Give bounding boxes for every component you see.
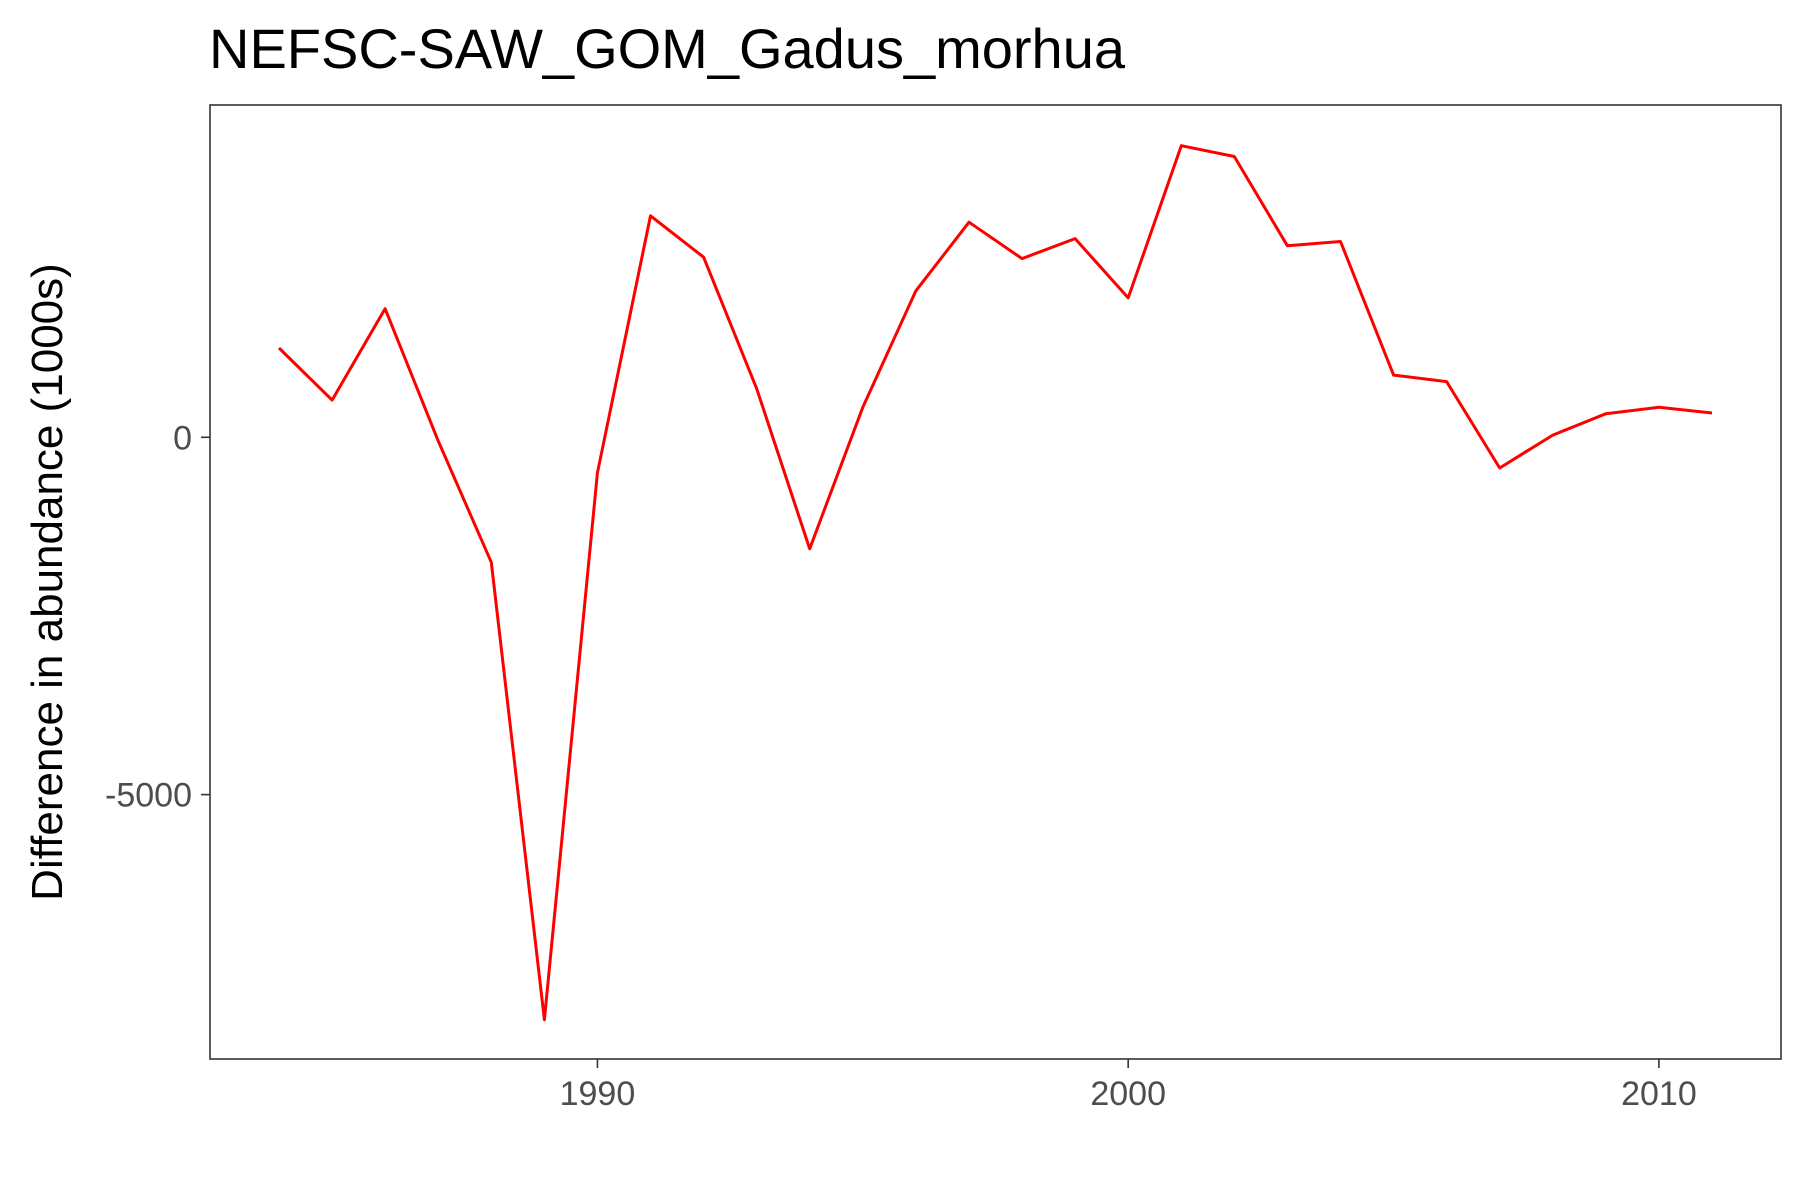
data-point — [1657, 406, 1660, 409]
data-point — [702, 256, 705, 259]
data-point — [808, 547, 811, 550]
data-point — [1339, 240, 1342, 243]
y-tick-label: 0 — [173, 419, 192, 457]
data-point — [1180, 144, 1183, 147]
y-tick-label: -5000 — [105, 777, 192, 815]
data-point — [384, 307, 387, 310]
data-point — [755, 387, 758, 390]
data-point — [331, 399, 334, 402]
data-point — [649, 214, 652, 217]
x-tick-label: 2000 — [1090, 1075, 1166, 1113]
series-layer — [277, 144, 1714, 1022]
data-point — [1445, 380, 1448, 383]
data-point — [1604, 412, 1607, 415]
data-point — [914, 289, 917, 292]
data-point — [1392, 374, 1395, 377]
data-point — [967, 221, 970, 224]
data-point — [861, 406, 864, 409]
data-point — [1286, 244, 1289, 247]
data-point — [1021, 257, 1024, 260]
data-point — [1074, 237, 1077, 240]
x-tick-label: 1990 — [560, 1075, 636, 1113]
data-point — [1233, 155, 1236, 158]
plot-panel — [209, 104, 1782, 1060]
x-tick-label: 2010 — [1621, 1075, 1697, 1113]
data-point — [1551, 434, 1554, 437]
data-point — [437, 439, 440, 442]
y-axis: 0 -5000 — [105, 419, 210, 815]
data-point — [277, 346, 280, 349]
data-point — [543, 1018, 546, 1021]
data-point — [1711, 411, 1714, 414]
data-point — [1127, 296, 1130, 299]
data-point — [596, 472, 599, 475]
data-point — [490, 561, 493, 564]
y-axis-label: Difference in abundance (1000s) — [23, 263, 72, 901]
x-axis: 1990 2000 2010 — [560, 1059, 1697, 1113]
series-line — [277, 144, 1713, 1022]
data-point — [1498, 467, 1501, 470]
chart-title: NEFSC-SAW_GOM_Gadus_morhua — [209, 17, 1126, 80]
